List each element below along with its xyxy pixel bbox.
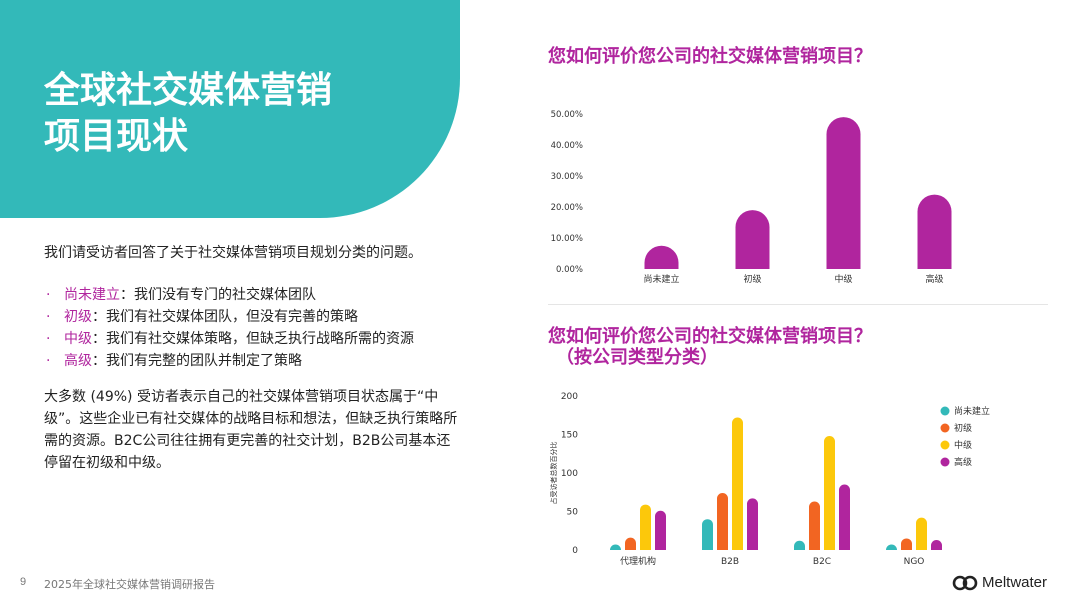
bar (886, 544, 897, 550)
title-banner (0, 0, 460, 218)
y-tick-label: 50 (567, 508, 579, 518)
level-item: · 尚未建立：我们没有专门的社交媒体团队 (44, 284, 414, 306)
level-desc: ：我们有社交媒体策略，但缺乏执行战略所需的资源 (92, 331, 414, 347)
x-tick-label: 代理机构 (620, 555, 656, 567)
page-number: 9 (20, 576, 27, 588)
legend-label: 尚未建立 (954, 405, 990, 417)
level-item: · 初级：我们有社交媒体团队，但没有完善的策略 (44, 306, 414, 328)
y-tick-label: 150 (561, 431, 578, 441)
y-tick-label: 0 (572, 546, 578, 556)
bar (917, 194, 952, 269)
bar (732, 417, 743, 550)
slide-title-line1: 全球社交媒体营销 (44, 70, 333, 111)
bar (655, 510, 666, 550)
x-tick-label: NGO (904, 557, 925, 567)
bar (625, 537, 636, 550)
chart1-title: 您如何评价您公司的社交媒体营销项目？ (548, 46, 872, 67)
bar (824, 436, 835, 550)
bullet-icon: · (46, 331, 51, 347)
legend-swatch (940, 423, 950, 433)
chart2-subtitle: （按公司类型分类） (556, 347, 718, 368)
level-desc: ：我们有完整的团队并制定了策略 (92, 353, 302, 369)
bullet-icon: · (46, 287, 51, 303)
bar (794, 540, 805, 550)
bar (702, 519, 713, 550)
y-tick-label: 30.00% (551, 172, 583, 182)
legend-label: 初级 (954, 422, 972, 434)
y-tick-label: 10.00% (551, 234, 583, 244)
bar (644, 245, 679, 269)
y-tick-label: 20.00% (551, 203, 583, 213)
slide-title-line2: 项目现状 (44, 116, 189, 157)
bar (901, 538, 912, 550)
y-tick-label: 0.00% (556, 265, 583, 275)
level-definitions: · 尚未建立：我们没有专门的社交媒体团队 · 初级：我们有社交媒体团队，但没有完善的… (44, 284, 414, 372)
level-item: · 中级：我们有社交媒体策略，但缺乏执行战略所需的资源 (44, 328, 414, 350)
legend-swatch (940, 406, 950, 416)
meltwater-logo: Meltwater (952, 574, 1047, 591)
brand-name: Meltwater (982, 574, 1048, 591)
y-tick-label: 50.00% (551, 110, 583, 120)
legend-label: 高级 (954, 456, 972, 468)
level-item: · 高级：我们有完整的团队并制定了策略 (44, 350, 414, 372)
divider (548, 304, 1048, 305)
y-tick-label: 200 (561, 392, 578, 402)
y-tick-label: 100 (561, 469, 578, 479)
bar (931, 539, 942, 550)
bar (826, 117, 861, 269)
level-desc: ：我们有社交媒体团队，但没有完善的策略 (92, 309, 358, 325)
report-title: 2025年全球社交媒体营销调研报告 (44, 578, 215, 591)
legend-swatch (940, 440, 950, 450)
level-term: 尚未建立 (64, 287, 120, 303)
bar (839, 484, 850, 550)
level-term: 高级 (64, 353, 92, 369)
x-tick-label: B2C (813, 557, 831, 567)
bar (747, 498, 758, 550)
level-term: 初级 (64, 309, 92, 325)
bar (640, 504, 651, 550)
level-desc: ：我们没有专门的社交媒体团队 (120, 287, 316, 303)
x-tick-label: 高级 (925, 273, 943, 285)
legend-swatch (940, 457, 950, 467)
y-axis-label: 占受访者总数百分比 (549, 442, 558, 505)
x-tick-label: 初级 (743, 273, 761, 285)
bar (735, 210, 770, 269)
meltwater-logo-icon (952, 575, 978, 590)
slide-title: 全球社交媒体营销 项目现状 (44, 68, 332, 160)
summary-text: 大多数 (49%) 受访者表示自己的社交媒体营销项目状态属于“中级”。这些企业已… (44, 389, 458, 471)
intro-text: 我们请受访者回答了关于社交媒体营销项目规划分类的问题。 (44, 245, 422, 261)
bar (916, 517, 927, 550)
bar (610, 544, 621, 550)
bar (717, 493, 728, 550)
bullet-icon: · (46, 309, 51, 325)
x-tick-label: B2B (721, 557, 739, 567)
bar (809, 501, 820, 550)
bullet-icon: · (46, 353, 51, 369)
chart1-plot: 0.00% 10.00% 20.00% 30.00% 40.00% 50.00% 尚未建立 初… (551, 110, 952, 285)
y-tick-label: 40.00% (551, 141, 583, 151)
x-tick-label: 尚未建立 (643, 273, 679, 285)
level-term: 中级 (64, 331, 92, 347)
x-tick-label: 中级 (834, 273, 852, 285)
legend-label: 中级 (954, 439, 972, 451)
chart2-title: 您如何评价您公司的社交媒体营销项目？ (548, 326, 872, 347)
